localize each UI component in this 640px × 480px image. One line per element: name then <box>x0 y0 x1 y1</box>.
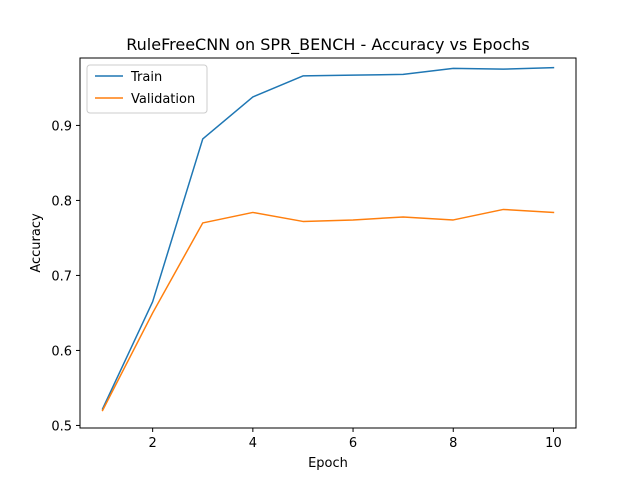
x-axis-label: Epoch <box>308 456 348 471</box>
series-line-validation <box>101 208 555 412</box>
x-axis-ticks: 2 4 6 8 10 <box>149 428 562 451</box>
y-tick-label: 0.7 <box>51 269 72 284</box>
x-tick-label: 6 <box>349 436 357 451</box>
x-tick-label: 2 <box>149 436 157 451</box>
plot-lines <box>101 66 555 412</box>
plot-frame <box>79 57 577 429</box>
legend-box <box>86 64 208 114</box>
x-tick-label: 4 <box>249 436 257 451</box>
series-line-train <box>101 66 555 410</box>
y-axis-ticks: 0.5 0.6 0.7 0.8 0.9 <box>51 119 80 434</box>
y-tick-label: 0.6 <box>51 344 72 359</box>
x-tick-label: 10 <box>545 436 562 451</box>
x-tick-label: 8 <box>449 436 457 451</box>
y-axis-label: Accuracy <box>29 213 44 273</box>
legend: Train Validation <box>86 64 208 114</box>
legend-label-validation: Validation <box>131 92 195 107</box>
y-tick-label: 0.5 <box>51 419 72 434</box>
chart-title: RuleFreeCNN on SPR_BENCH - Accuracy vs E… <box>126 35 529 55</box>
y-tick-label: 0.8 <box>51 194 72 209</box>
y-tick-label: 0.9 <box>51 119 72 134</box>
legend-label-train: Train <box>130 70 162 85</box>
